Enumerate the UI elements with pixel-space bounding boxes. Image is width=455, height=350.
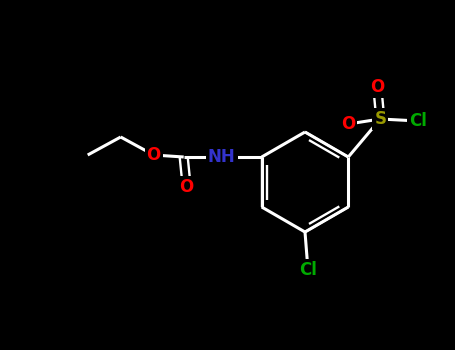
Text: O: O [341,115,355,133]
Text: O: O [370,78,384,96]
Text: Cl: Cl [410,112,427,130]
Text: Cl: Cl [299,261,317,279]
Text: S: S [374,110,386,128]
Text: O: O [147,146,161,164]
Text: O: O [180,178,194,196]
Text: NH: NH [208,148,236,166]
